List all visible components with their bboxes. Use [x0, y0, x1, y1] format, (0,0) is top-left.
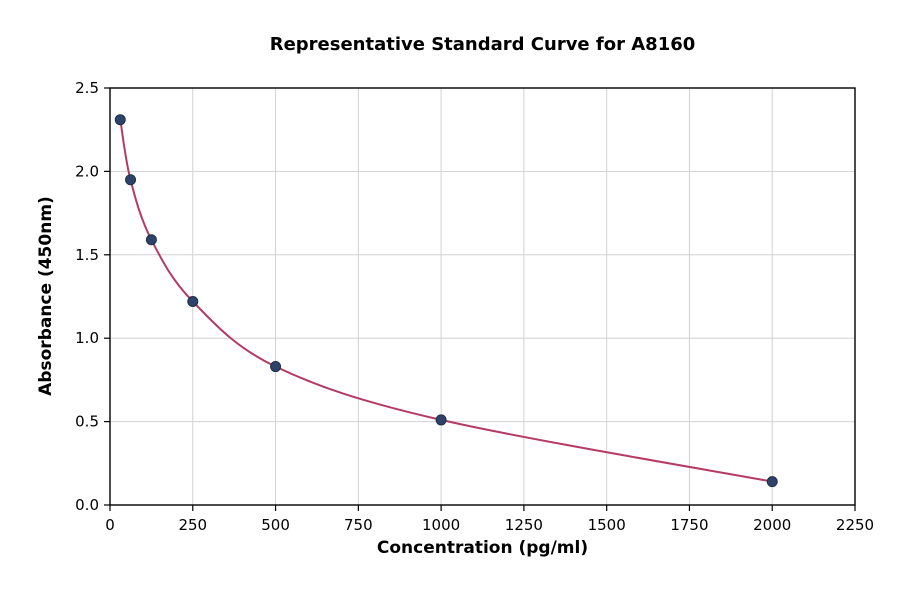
data-point [187, 296, 199, 308]
x-tick-label: 1500 [588, 516, 626, 534]
data-point [270, 361, 282, 373]
y-tick-label: 2.5 [75, 79, 99, 97]
y-tick-label: 0.5 [75, 413, 99, 431]
x-tick-label: 2000 [753, 516, 791, 534]
data-point [435, 414, 447, 426]
data-point [125, 174, 137, 186]
chart-title: Representative Standard Curve for A8160 [269, 34, 696, 55]
fit-curve [119, 119, 773, 483]
y-tick-label: 1.5 [75, 246, 99, 264]
x-tick-label: 1250 [505, 516, 543, 534]
data-point [145, 234, 157, 246]
x-tick-label: 750 [344, 516, 373, 534]
y-axis-label: Absorbance (450nm) [36, 196, 56, 396]
x-tick-label: 500 [261, 516, 290, 534]
plot-border [109, 87, 856, 506]
x-tick-label: 0 [105, 516, 115, 534]
data-point [114, 114, 126, 126]
data-point [766, 476, 778, 488]
x-tick-label: 2250 [836, 516, 874, 534]
x-tick-label: 1750 [670, 516, 708, 534]
y-tick-label: 0.0 [75, 496, 99, 514]
x-axis-label: Concentration (pg/ml) [376, 538, 589, 558]
y-tick-label: 2.0 [75, 162, 99, 180]
y-tick-label: 1.0 [75, 329, 99, 347]
x-tick-label: 1000 [422, 516, 460, 534]
x-tick-label: 250 [178, 516, 207, 534]
